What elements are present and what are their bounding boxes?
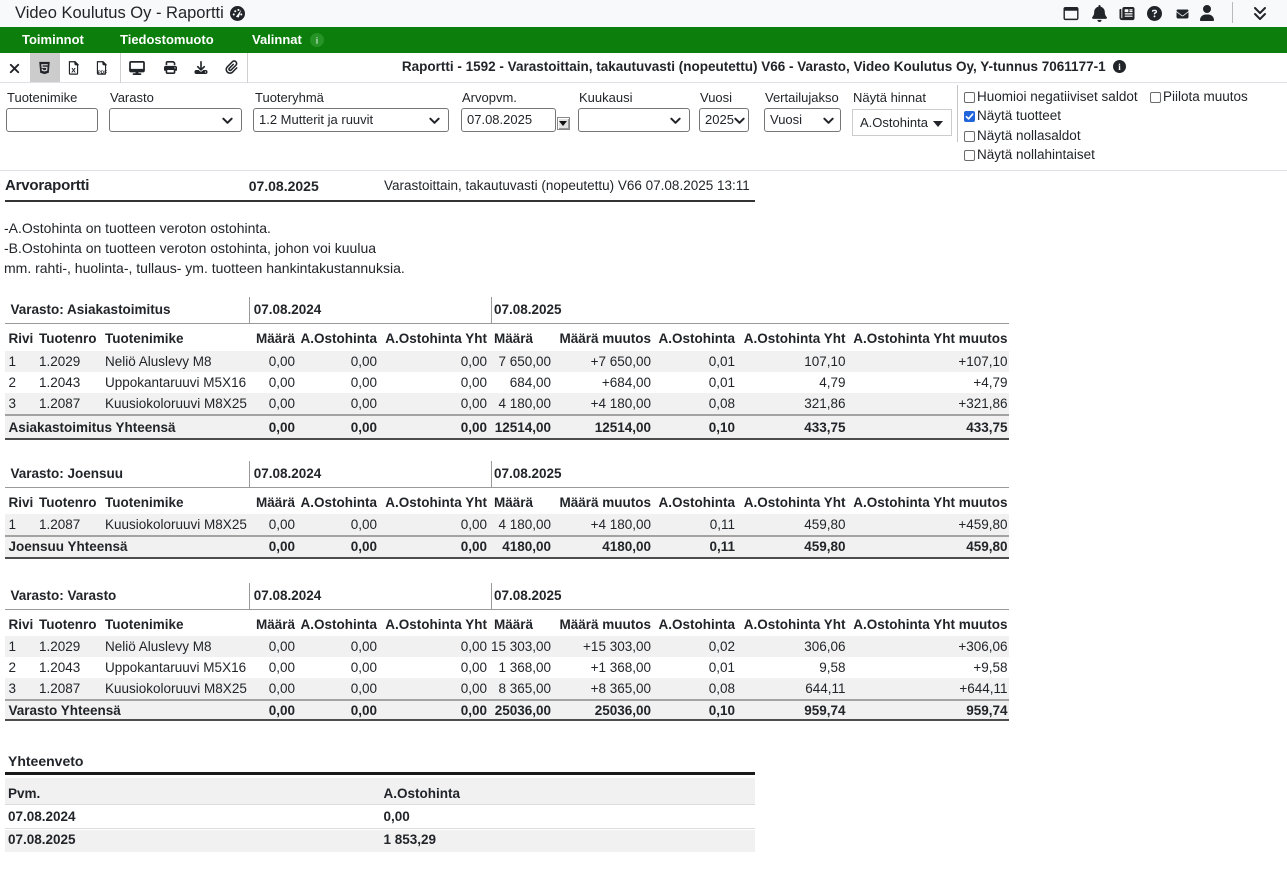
svg-text:i: i	[316, 36, 319, 47]
svg-text:PDF: PDF	[98, 70, 107, 75]
svg-text:x: x	[71, 65, 76, 74]
svg-text:i: i	[1118, 62, 1121, 72]
